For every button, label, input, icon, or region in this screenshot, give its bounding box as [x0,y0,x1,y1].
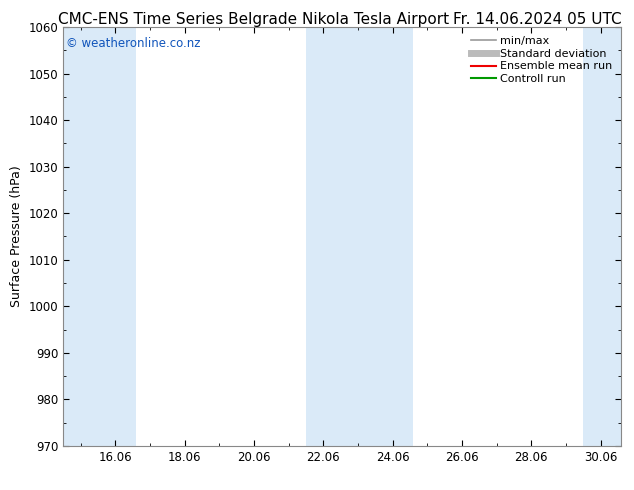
Text: CMC-ENS Time Series Belgrade Nikola Tesla Airport: CMC-ENS Time Series Belgrade Nikola Tesl… [58,12,449,27]
Legend: min/max, Standard deviation, Ensemble mean run, Controll run: min/max, Standard deviation, Ensemble me… [468,32,616,88]
Text: Fr. 14.06.2024 05 UTC: Fr. 14.06.2024 05 UTC [453,12,621,27]
Bar [63,27,136,446]
Y-axis label: Surface Pressure (hPa): Surface Pressure (hPa) [10,166,23,307]
Bar [306,27,413,446]
Bar [583,27,621,446]
Text: © weatheronline.co.nz: © weatheronline.co.nz [66,37,201,50]
